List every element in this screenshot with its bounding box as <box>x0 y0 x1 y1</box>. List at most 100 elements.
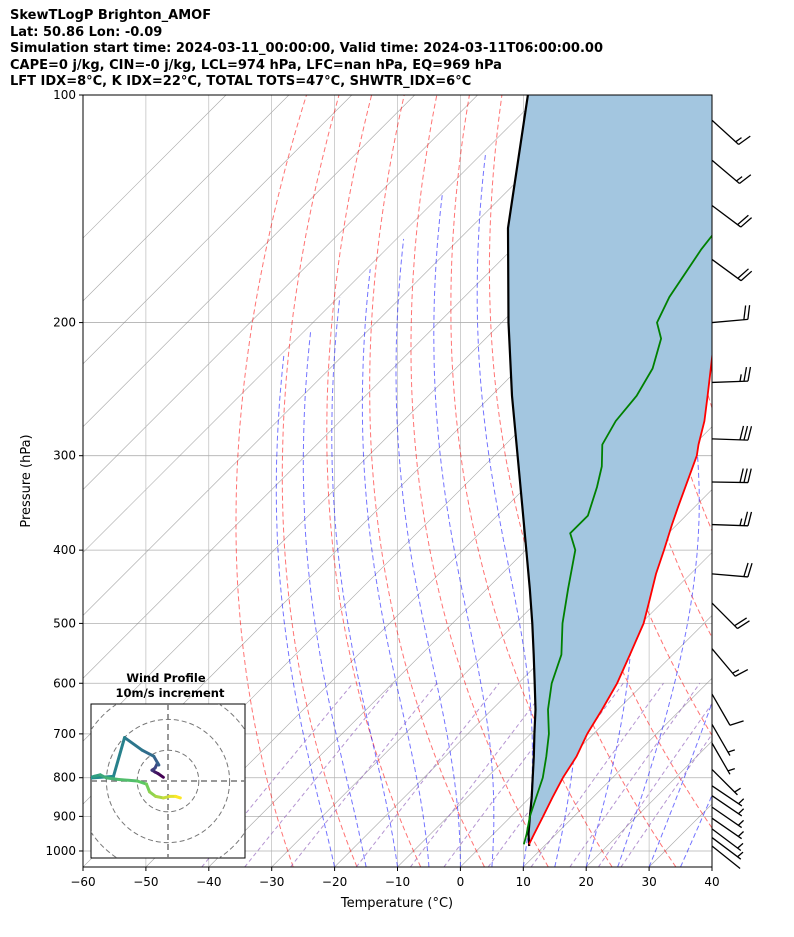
y-tick-label: 1000 <box>45 844 76 858</box>
wind-barb-flag <box>738 135 751 146</box>
wind-barb <box>711 204 753 228</box>
dewpoint-line <box>523 234 712 845</box>
hodograph-segment <box>123 736 144 752</box>
wind-barb-staff <box>711 523 749 527</box>
wind-barb <box>711 366 752 384</box>
hodograph-segment <box>140 748 156 758</box>
y-tick-label: 900 <box>53 809 76 823</box>
instability-indices: CAPE=0 j/kg, CIN=-0 j/kg, LCL=974 hPa, L… <box>10 57 502 73</box>
wind-barbs <box>711 119 753 870</box>
wind-barb <box>711 119 751 146</box>
wind-barb-flag <box>747 511 753 526</box>
mixing-ratio-line <box>409 682 551 867</box>
wind-barb-staff <box>711 119 740 145</box>
wind-barb-staff <box>711 204 742 228</box>
moist-adiabat <box>275 353 336 867</box>
wind-barb-staff <box>711 693 731 726</box>
wind-barb-staff <box>711 602 738 630</box>
wind-barb <box>711 837 744 860</box>
wind-barb-staff <box>711 380 748 384</box>
wind-barb-flag <box>743 425 749 441</box>
wind-barb-staff <box>711 573 748 578</box>
wind-barb <box>711 742 735 775</box>
wind-barb-half-flag <box>736 176 743 182</box>
moist-adiabat <box>711 865 712 867</box>
isotherm <box>83 95 227 239</box>
isotherm <box>711 866 712 867</box>
wind-barb-flag <box>743 367 748 382</box>
pressure-axis: 1000 900 800 700 600 500 400 300 200 100 <box>45 88 83 858</box>
x-tick-label: −50 <box>133 875 158 889</box>
y-tick-label: 400 <box>53 543 76 557</box>
moist-adiabat <box>361 269 430 867</box>
wind-barb-flag <box>740 217 753 228</box>
wind-barb-half-flag <box>737 851 744 858</box>
wind-barb-half-flag <box>727 749 736 753</box>
wind-barb-flag <box>729 720 744 726</box>
dry-adiabat <box>730 95 794 867</box>
wind-barb-half-flag <box>738 798 745 805</box>
moist-adiabat <box>648 701 712 867</box>
wind-barb-staff <box>711 845 741 870</box>
parcel-profile-line <box>506 95 537 847</box>
cin-area <box>508 95 712 846</box>
profiles <box>506 95 712 847</box>
wind-barb-flag <box>747 468 752 483</box>
wind-barb <box>711 693 744 726</box>
wind-barb-flag <box>737 214 749 226</box>
hodograph-title: Wind Profile <box>126 671 206 685</box>
wind-barb <box>711 159 752 185</box>
x-tick-label: 10 <box>516 875 531 889</box>
y-tick-label: 100 <box>53 88 76 102</box>
wind-barb <box>711 468 752 484</box>
dry-adiabat <box>410 95 549 867</box>
mixing-ratio-line <box>530 683 664 867</box>
time-label: Simulation start time: 2024-03-11_00:00:… <box>10 41 603 56</box>
x-tick-label: 30 <box>641 875 656 889</box>
cin-fill <box>508 95 712 846</box>
wind-barb-staff <box>711 481 749 484</box>
moist-adiabat <box>433 193 495 867</box>
wind-barb-staff <box>711 817 742 840</box>
wind-barb-flag <box>734 668 749 677</box>
x-axis-label: Temperature (°C) <box>340 896 453 911</box>
hodograph-segment <box>111 736 127 778</box>
wind-barb-flag <box>737 268 749 279</box>
wind-barb-flag <box>747 563 753 578</box>
y-tick-label: 600 <box>53 676 76 690</box>
wind-barb-staff <box>711 837 742 860</box>
wind-barb <box>711 648 749 677</box>
x-tick-label: −30 <box>259 875 284 889</box>
wind-barb-flag <box>743 305 747 320</box>
hodograph-subtitle: 10m/s increment <box>116 686 225 700</box>
hodograph-segment <box>104 776 121 781</box>
dry-adiabat <box>235 95 307 867</box>
moist-adiabat <box>395 238 461 867</box>
wind-barb <box>711 795 745 817</box>
wind-barb-flag <box>743 511 749 526</box>
wind-barb-staff <box>711 318 748 324</box>
isotherm <box>83 95 290 302</box>
isotherm <box>83 95 541 553</box>
mixing-ratio-line <box>244 682 394 867</box>
mixing-ratio-line <box>620 733 712 867</box>
isotherm <box>775 95 794 867</box>
y-tick-label: 700 <box>53 727 76 741</box>
temperature-axis: −60 −50 −40 −30 −20 −10 0 10 20 30 40 <box>70 867 720 889</box>
wind-barb <box>711 785 745 807</box>
moist-adiabat <box>331 296 398 867</box>
wind-barb-half-flag <box>737 831 744 837</box>
x-tick-label: −40 <box>196 875 221 889</box>
hodograph-segment <box>135 779 148 786</box>
wind-barb-flag <box>739 174 752 185</box>
mixing-ratio-line <box>201 682 354 867</box>
isotherm <box>83 95 353 365</box>
wind-barb-staff <box>711 648 736 677</box>
moist-adiabat <box>617 95 700 867</box>
wind-barb-half-flag <box>727 768 735 772</box>
moist-adiabat <box>302 330 367 867</box>
y-tick-label: 500 <box>53 616 76 630</box>
wind-barb <box>711 817 744 840</box>
hodograph-segment <box>117 777 139 783</box>
